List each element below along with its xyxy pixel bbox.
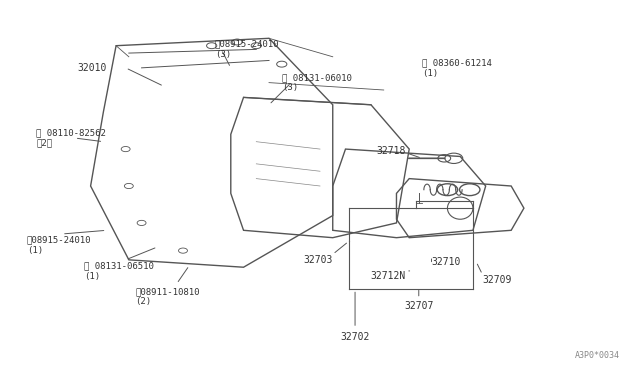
Text: 32718: 32718: [377, 146, 406, 156]
Text: Ⓑ 08110-82562
（2）: Ⓑ 08110-82562 （2）: [36, 128, 106, 148]
Text: 32010: 32010: [77, 63, 106, 73]
Text: 32707: 32707: [404, 301, 433, 311]
Text: Ⓢ 08360-61214
(1): Ⓢ 08360-61214 (1): [422, 58, 492, 77]
Text: Ⓑ 08131-06010
(3): Ⓑ 08131-06010 (3): [282, 73, 351, 92]
Text: 32709: 32709: [483, 275, 512, 285]
Text: Ⓦ08915-24010
(1): Ⓦ08915-24010 (1): [27, 235, 92, 255]
Text: Ⓑ 08131-06510
(1): Ⓑ 08131-06510 (1): [84, 261, 154, 280]
Text: 32702: 32702: [340, 332, 370, 342]
Text: A3P0*0034: A3P0*0034: [575, 350, 620, 359]
Text: ⓝ08911-10810
(2): ⓝ08911-10810 (2): [135, 287, 200, 307]
Text: 32703: 32703: [303, 255, 333, 265]
Text: Ⓦ08915-24010
(3): Ⓦ08915-24010 (3): [215, 40, 279, 59]
Text: 32712N: 32712N: [371, 272, 406, 282]
Text: 32710: 32710: [431, 257, 461, 267]
